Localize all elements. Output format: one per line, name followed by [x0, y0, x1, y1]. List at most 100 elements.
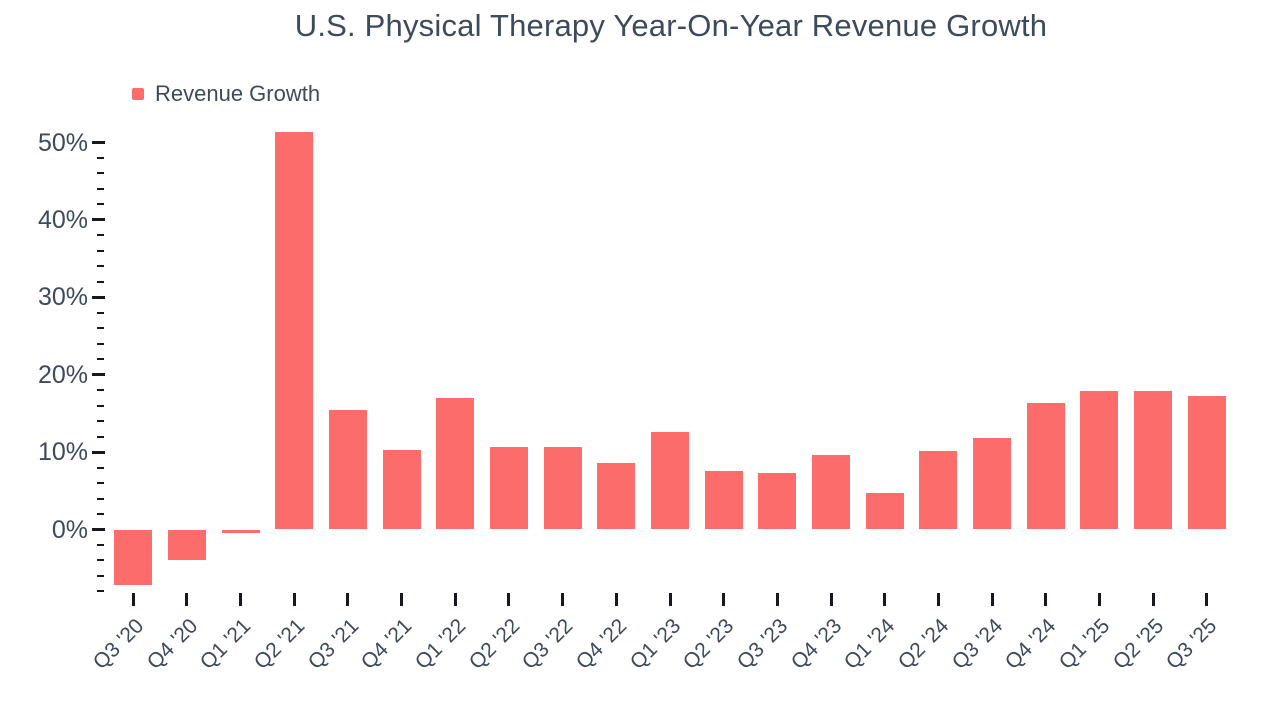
x-tick-label-q3-24: Q3 '24 — [947, 614, 1008, 674]
y-tick-label: 10% — [37, 438, 88, 467]
bar-q1-25 — [1080, 390, 1119, 530]
x-tick — [936, 593, 940, 606]
y-tick-label: 40% — [37, 205, 88, 234]
bar-q4-21 — [382, 449, 421, 530]
y-tick-label: 20% — [37, 360, 88, 389]
x-tick — [614, 593, 618, 606]
bar-q4-24 — [1026, 402, 1065, 530]
x-tick — [775, 593, 779, 606]
x-tick — [722, 593, 726, 606]
bar-q3-23 — [758, 472, 797, 530]
bar-q3-24 — [973, 438, 1012, 530]
x-tick — [292, 593, 296, 606]
x-tick-label-q2-22: Q2 '22 — [464, 614, 525, 674]
y-minor-tick — [97, 389, 104, 392]
x-tick — [829, 593, 833, 606]
x-tick-label-q1-23: Q1 '23 — [625, 614, 686, 674]
y-major-tick — [92, 373, 105, 377]
bar-q3-20 — [114, 529, 153, 586]
x-tick-label-q3-22: Q3 '22 — [518, 614, 578, 674]
x-tick — [131, 593, 135, 606]
x-tick-label-q4-20: Q4 '20 — [142, 614, 203, 674]
x-tick — [507, 593, 511, 606]
y-minor-tick — [97, 172, 104, 175]
x-tick-label-q4-24: Q4 '24 — [1001, 614, 1061, 674]
x-tick — [561, 593, 565, 606]
y-minor-tick — [97, 358, 104, 361]
x-tick-label-q4-23: Q4 '23 — [786, 614, 847, 674]
x-tick — [990, 593, 994, 606]
x-tick-label-q3-23: Q3 '23 — [732, 614, 793, 674]
x-tick — [1151, 593, 1155, 606]
y-tick-label: 0% — [51, 515, 88, 544]
bar-q3-25 — [1187, 396, 1226, 530]
x-tick — [453, 593, 457, 606]
bar-q4-20 — [167, 529, 206, 561]
legend: Revenue Growth — [132, 83, 320, 105]
x-tick-label-q2-25: Q2 '25 — [1108, 614, 1169, 674]
y-major-tick — [92, 295, 105, 299]
x-tick-label-q1-24: Q1 '24 — [840, 614, 900, 674]
bar-q1-21 — [221, 529, 260, 534]
y-minor-tick — [97, 590, 104, 593]
bar-q1-24 — [865, 493, 904, 530]
x-tick-label-q4-22: Q4 '22 — [571, 614, 632, 674]
x-tick — [1044, 593, 1048, 606]
x-tick-label-q1-22: Q1 '22 — [410, 614, 471, 674]
legend-marker-icon — [132, 88, 144, 100]
y-minor-tick — [97, 203, 104, 206]
y-minor-tick — [97, 265, 104, 268]
bar-q2-22 — [489, 447, 528, 530]
y-minor-tick — [97, 156, 104, 159]
x-tick-label-q2-23: Q2 '23 — [679, 614, 739, 674]
bar-q4-23 — [812, 455, 850, 530]
bar-q4-22 — [597, 462, 636, 530]
y-minor-tick — [97, 327, 104, 330]
x-tick-label-q3-21: Q3 '21 — [303, 614, 364, 674]
y-major-tick — [92, 141, 105, 144]
y-minor-tick — [97, 280, 104, 283]
x-tick — [346, 593, 350, 606]
bar-q2-21 — [275, 132, 314, 530]
x-tick-label-q2-24: Q2 '24 — [893, 614, 954, 674]
y-minor-tick — [97, 513, 104, 516]
x-tick — [883, 593, 887, 606]
y-minor-tick — [97, 466, 104, 469]
y-minor-tick — [97, 497, 104, 500]
y-minor-tick — [97, 435, 104, 438]
y-minor-tick — [97, 342, 104, 345]
x-tick — [400, 593, 404, 606]
y-minor-tick — [97, 234, 104, 237]
x-tick — [1097, 593, 1101, 606]
bar-q2-25 — [1134, 390, 1173, 530]
legend-label: Revenue Growth — [155, 81, 321, 106]
y-minor-tick — [97, 482, 104, 485]
bar-q3-22 — [543, 447, 582, 530]
bar-q2-23 — [704, 470, 743, 530]
x-tick-label-q1-21: Q1 '21 — [196, 614, 256, 674]
y-major-tick — [92, 218, 105, 222]
bar-q2-24 — [919, 450, 958, 530]
x-tick-label-q3-20: Q3 '20 — [88, 614, 149, 674]
x-tick-label-q4-21: Q4 '21 — [357, 614, 417, 674]
bar-q3-21 — [328, 410, 367, 530]
bar-q1-23 — [651, 431, 689, 530]
x-tick — [239, 593, 243, 606]
bar-q1-22 — [436, 397, 475, 530]
y-tick-label: 30% — [37, 283, 88, 312]
x-tick — [1205, 593, 1209, 606]
x-tick-label-q3-25: Q3 '25 — [1162, 614, 1222, 674]
x-tick — [185, 593, 189, 606]
y-tick-label: 50% — [37, 128, 88, 157]
y-minor-tick — [97, 311, 104, 314]
y-minor-tick — [97, 420, 104, 423]
y-minor-tick — [97, 574, 104, 577]
y-major-tick — [92, 450, 105, 454]
y-minor-tick — [97, 543, 104, 546]
y-minor-tick — [97, 404, 104, 407]
y-minor-tick — [97, 187, 104, 190]
y-minor-tick — [97, 249, 104, 252]
y-minor-tick — [97, 559, 104, 562]
y-major-tick — [92, 528, 105, 531]
